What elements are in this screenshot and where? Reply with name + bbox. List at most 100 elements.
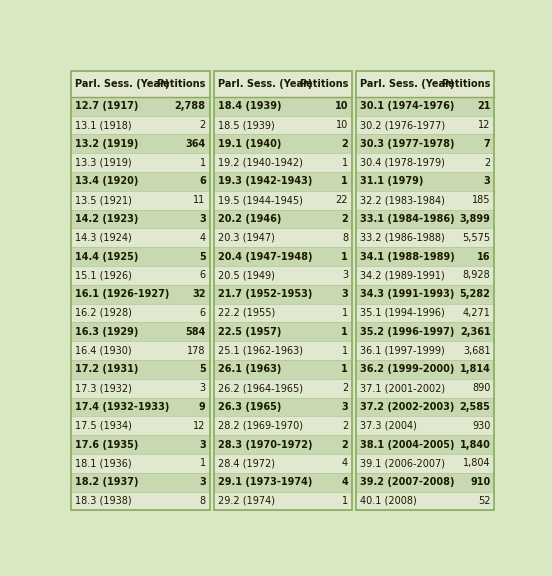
Text: 4: 4 — [199, 233, 206, 242]
Text: 12.7 (1917): 12.7 (1917) — [75, 101, 139, 111]
Bar — [356, 304, 495, 323]
Text: 38.1 (2004-2005): 38.1 (2004-2005) — [360, 439, 455, 449]
Bar — [356, 172, 495, 191]
Bar — [71, 491, 210, 510]
Text: 39.2 (2007-2008): 39.2 (2007-2008) — [360, 477, 455, 487]
Text: 20.3 (1947): 20.3 (1947) — [217, 233, 274, 242]
Text: 19.2 (1940-1942): 19.2 (1940-1942) — [217, 158, 302, 168]
Text: 3: 3 — [341, 402, 348, 412]
Text: 37.2 (2002-2003): 37.2 (2002-2003) — [360, 402, 454, 412]
Bar — [71, 97, 210, 116]
Bar — [214, 285, 352, 304]
Bar — [214, 134, 352, 153]
Text: 26.3 (1965): 26.3 (1965) — [217, 402, 281, 412]
Bar — [214, 247, 352, 266]
Text: 25.1 (1962-1963): 25.1 (1962-1963) — [217, 346, 302, 355]
Bar — [214, 454, 352, 473]
Bar — [356, 116, 495, 134]
Text: 6: 6 — [199, 270, 206, 281]
Text: 14.2 (1923): 14.2 (1923) — [75, 214, 139, 224]
Bar — [356, 473, 495, 491]
Text: 39.1 (2006-2007): 39.1 (2006-2007) — [360, 458, 445, 468]
Text: 13.5 (1921): 13.5 (1921) — [75, 195, 132, 205]
Bar — [71, 71, 210, 510]
Text: 10: 10 — [336, 120, 348, 130]
Text: 2,361: 2,361 — [460, 327, 491, 337]
Bar — [356, 266, 495, 285]
Text: 1: 1 — [341, 176, 348, 187]
Bar — [71, 397, 210, 416]
Text: 30.2 (1976-1977): 30.2 (1976-1977) — [360, 120, 445, 130]
Text: 178: 178 — [187, 346, 206, 355]
Text: 16: 16 — [477, 252, 491, 262]
Text: 1: 1 — [341, 365, 348, 374]
Bar — [214, 473, 352, 491]
Bar — [71, 172, 210, 191]
Bar — [71, 71, 210, 97]
Text: Parl. Sess. (Year): Parl. Sess. (Year) — [75, 79, 169, 89]
Bar — [356, 397, 495, 416]
Text: 5,575: 5,575 — [463, 233, 491, 242]
Text: 37.3 (2004): 37.3 (2004) — [360, 420, 417, 431]
Text: 30.1 (1974-1976): 30.1 (1974-1976) — [360, 101, 454, 111]
Bar — [214, 379, 352, 397]
Text: 13.1 (1918): 13.1 (1918) — [75, 120, 132, 130]
Text: 12: 12 — [193, 420, 206, 431]
Text: 32.2 (1983-1984): 32.2 (1983-1984) — [360, 195, 445, 205]
Text: Petitions: Petitions — [156, 79, 206, 89]
Text: 890: 890 — [472, 383, 491, 393]
Text: 14.3 (1924): 14.3 (1924) — [75, 233, 132, 242]
Bar — [214, 172, 352, 191]
Bar — [356, 360, 495, 379]
Bar — [214, 191, 352, 210]
Bar — [214, 435, 352, 454]
Text: 18.3 (1938): 18.3 (1938) — [75, 496, 132, 506]
Text: 30.3 (1977-1978): 30.3 (1977-1978) — [360, 139, 455, 149]
Bar — [214, 416, 352, 435]
Bar — [356, 134, 495, 153]
Bar — [356, 71, 495, 510]
Text: Parl. Sess. (Year): Parl. Sess. (Year) — [217, 79, 312, 89]
Bar — [71, 304, 210, 323]
Text: 3: 3 — [484, 176, 491, 187]
Bar — [71, 153, 210, 172]
Text: 1,840: 1,840 — [460, 439, 491, 449]
Bar — [356, 454, 495, 473]
Bar — [356, 323, 495, 341]
Text: 5,282: 5,282 — [460, 289, 491, 299]
Bar — [214, 266, 352, 285]
Text: 35.1 (1994-1996): 35.1 (1994-1996) — [360, 308, 445, 318]
Text: 2: 2 — [341, 439, 348, 449]
Text: 1: 1 — [342, 496, 348, 506]
Bar — [356, 491, 495, 510]
Bar — [214, 397, 352, 416]
Bar — [71, 379, 210, 397]
Text: 17.4 (1932-1933): 17.4 (1932-1933) — [75, 402, 169, 412]
Text: 364: 364 — [185, 139, 206, 149]
Text: 1: 1 — [342, 158, 348, 168]
Text: 35.2 (1996-1997): 35.2 (1996-1997) — [360, 327, 454, 337]
Bar — [71, 228, 210, 247]
Text: 4: 4 — [341, 477, 348, 487]
Text: 18.1 (1936): 18.1 (1936) — [75, 458, 132, 468]
Text: 28.4 (1972): 28.4 (1972) — [217, 458, 275, 468]
Text: 19.5 (1944-1945): 19.5 (1944-1945) — [217, 195, 302, 205]
Text: 19.1 (1940): 19.1 (1940) — [217, 139, 281, 149]
Text: 1: 1 — [199, 158, 206, 168]
Bar — [356, 97, 495, 116]
Text: 18.5 (1939): 18.5 (1939) — [217, 120, 274, 130]
Text: 32: 32 — [192, 289, 206, 299]
Text: 2: 2 — [341, 214, 348, 224]
Bar — [71, 341, 210, 360]
Bar — [71, 285, 210, 304]
Bar — [71, 247, 210, 266]
Text: 21.7 (1952-1953): 21.7 (1952-1953) — [217, 289, 312, 299]
Text: 2,585: 2,585 — [460, 402, 491, 412]
Text: 17.3 (1932): 17.3 (1932) — [75, 383, 132, 393]
Bar — [71, 360, 210, 379]
Text: 9: 9 — [199, 402, 206, 412]
Bar — [71, 473, 210, 491]
Text: 20.5 (1949): 20.5 (1949) — [217, 270, 274, 281]
Text: 12: 12 — [478, 120, 491, 130]
Text: 36.1 (1997-1999): 36.1 (1997-1999) — [360, 346, 445, 355]
